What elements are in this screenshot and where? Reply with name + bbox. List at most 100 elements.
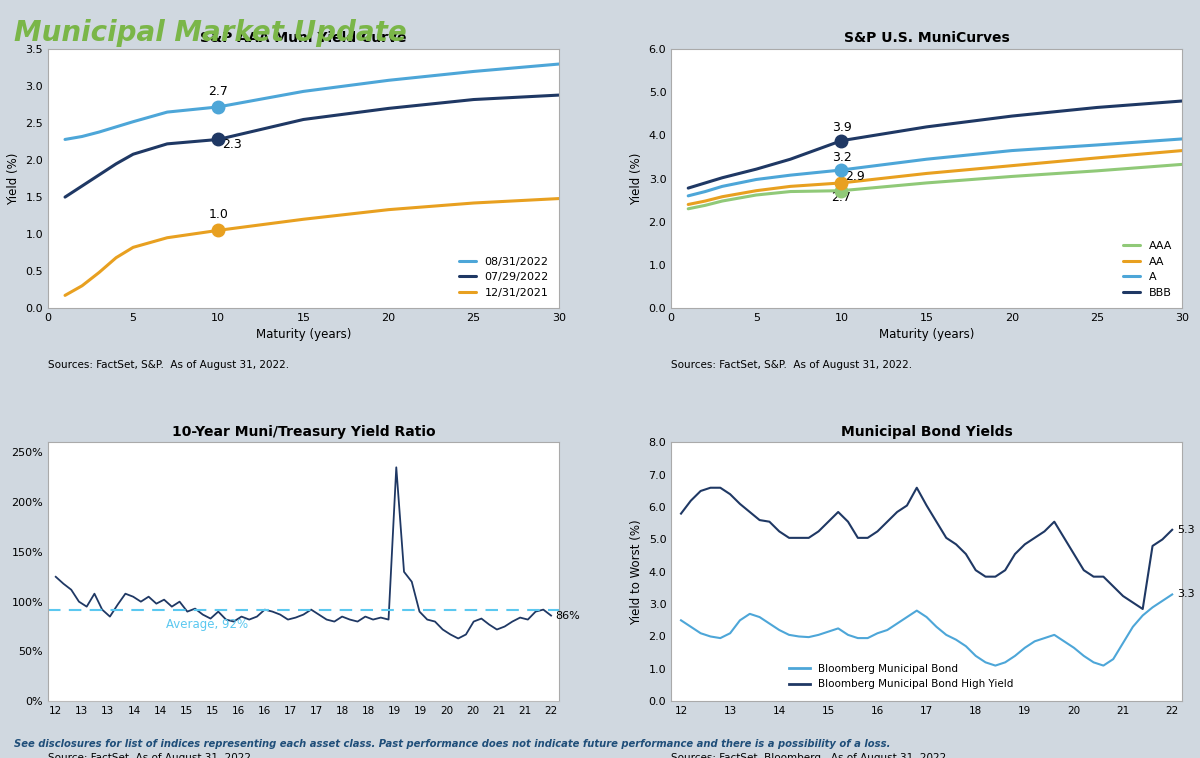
- Bloomberg Municipal Bond High Yield: [841, 517, 856, 526]
- BBB: [1004, 111, 1019, 121]
- BBB: [698, 178, 713, 187]
- Text: See disclosures for list of indices representing each asset class. Past performa: See disclosures for list of indices repr…: [14, 739, 890, 749]
- Line: 07/29/2022: 07/29/2022: [65, 95, 559, 197]
- A: [1175, 134, 1189, 143]
- 07/29/2022: [467, 95, 481, 104]
- AA: [698, 196, 713, 205]
- 08/31/2022: [92, 127, 107, 136]
- 08/31/2022: [126, 117, 140, 127]
- X-axis label: Maturity (years): Maturity (years): [256, 328, 352, 341]
- AA: [1175, 146, 1189, 155]
- Bloomberg Municipal Bond High Yield: [830, 507, 845, 516]
- 12/31/2021: [467, 199, 481, 208]
- Y-axis label: Yield to Worst (%): Yield to Worst (%): [630, 519, 643, 625]
- Y-axis label: Yield (%): Yield (%): [7, 152, 20, 205]
- A: [698, 187, 713, 196]
- A: [1090, 140, 1104, 149]
- Text: 5.3: 5.3: [1177, 525, 1195, 535]
- Bloomberg Municipal Bond: [1037, 634, 1051, 643]
- Text: 3.9: 3.9: [832, 121, 851, 134]
- BBB: [1090, 103, 1104, 112]
- Title: Municipal Bond Yields: Municipal Bond Yields: [841, 424, 1013, 439]
- BBB: [749, 164, 763, 174]
- A: [715, 182, 730, 191]
- Text: Source: FactSet. As of August 31, 2022.: Source: FactSet. As of August 31, 2022.: [48, 753, 254, 758]
- 08/31/2022: [296, 87, 311, 96]
- Bloomberg Municipal Bond High Yield: [792, 534, 806, 543]
- AA: [834, 178, 848, 187]
- 12/31/2021: [211, 226, 226, 235]
- AA: [784, 182, 798, 191]
- Title: S&P U.S. MuniCurves: S&P U.S. MuniCurves: [844, 31, 1009, 45]
- Text: 3.2: 3.2: [832, 151, 851, 164]
- AA: [1004, 161, 1019, 171]
- 12/31/2021: [109, 253, 124, 262]
- 12/31/2021: [74, 281, 89, 290]
- Bloomberg Municipal Bond: [1008, 651, 1022, 660]
- AAA: [784, 187, 798, 196]
- Text: Average, 92%: Average, 92%: [167, 618, 248, 631]
- 07/29/2022: [109, 159, 124, 168]
- BBB: [784, 155, 798, 164]
- Legend: 08/31/2022, 07/29/2022, 12/31/2021: 08/31/2022, 07/29/2022, 12/31/2021: [455, 252, 553, 302]
- AA: [715, 193, 730, 202]
- AAA: [919, 178, 934, 187]
- AA: [682, 200, 696, 209]
- Bloomberg Municipal Bond High Yield: [703, 483, 718, 492]
- Text: 2.3: 2.3: [222, 137, 241, 151]
- Text: Municipal Market Update: Municipal Market Update: [14, 19, 407, 47]
- 07/29/2022: [126, 149, 140, 158]
- Y-axis label: Yield (%): Yield (%): [630, 152, 643, 205]
- 08/31/2022: [160, 108, 174, 117]
- A: [919, 155, 934, 164]
- Text: Sources: FactSet, Bloomberg.  As of August 31, 2022.: Sources: FactSet, Bloomberg. As of Augus…: [671, 753, 950, 758]
- Bloomberg Municipal Bond: [782, 631, 797, 640]
- A: [834, 165, 848, 174]
- 07/29/2022: [74, 181, 89, 190]
- 08/31/2022: [382, 76, 396, 85]
- 08/31/2022: [211, 102, 226, 111]
- Line: 08/31/2022: 08/31/2022: [65, 64, 559, 139]
- AAA: [1090, 166, 1104, 175]
- 07/29/2022: [92, 171, 107, 180]
- 08/31/2022: [109, 122, 124, 131]
- Text: 2.7: 2.7: [209, 85, 228, 98]
- Line: 12/31/2021: 12/31/2021: [65, 199, 559, 296]
- 07/29/2022: [58, 193, 72, 202]
- AAA: [1175, 160, 1189, 169]
- Text: 86%: 86%: [554, 611, 580, 621]
- Bloomberg Municipal Bond: [830, 624, 845, 633]
- A: [1004, 146, 1019, 155]
- BBB: [732, 169, 746, 178]
- AA: [919, 169, 934, 178]
- Bloomberg Municipal Bond High Yield: [1165, 525, 1180, 534]
- AAA: [682, 204, 696, 213]
- AA: [1090, 153, 1104, 162]
- Legend: Bloomberg Municipal Bond, Bloomberg Municipal Bond High Yield: Bloomberg Municipal Bond, Bloomberg Muni…: [785, 659, 1018, 694]
- Text: Sources: FactSet, S&P.  As of August 31, 2022.: Sources: FactSet, S&P. As of August 31, …: [671, 360, 912, 370]
- A: [682, 191, 696, 200]
- Bloomberg Municipal Bond High Yield: [674, 509, 689, 518]
- 08/31/2022: [552, 60, 566, 69]
- Legend: AAA, AA, A, BBB: AAA, AA, A, BBB: [1118, 236, 1176, 302]
- Title: S&P AAA Muni Yield Curve: S&P AAA Muni Yield Curve: [200, 31, 407, 45]
- 12/31/2021: [58, 291, 72, 300]
- BBB: [682, 183, 696, 193]
- Line: AA: AA: [689, 151, 1182, 205]
- 12/31/2021: [382, 205, 396, 215]
- 07/29/2022: [382, 104, 396, 113]
- 08/31/2022: [74, 132, 89, 141]
- 08/31/2022: [58, 135, 72, 144]
- 12/31/2021: [126, 243, 140, 252]
- Text: 2.9: 2.9: [845, 170, 865, 183]
- Bloomberg Municipal Bond: [1165, 590, 1180, 599]
- AAA: [698, 201, 713, 210]
- AAA: [1004, 172, 1019, 181]
- Bloomberg Municipal Bond: [674, 615, 689, 625]
- 12/31/2021: [92, 268, 107, 277]
- Line: Bloomberg Municipal Bond: Bloomberg Municipal Bond: [682, 594, 1172, 666]
- BBB: [1175, 96, 1189, 105]
- Text: 2.7: 2.7: [832, 190, 851, 204]
- Line: BBB: BBB: [689, 101, 1182, 188]
- Bloomberg Municipal Bond High Yield: [1156, 535, 1170, 544]
